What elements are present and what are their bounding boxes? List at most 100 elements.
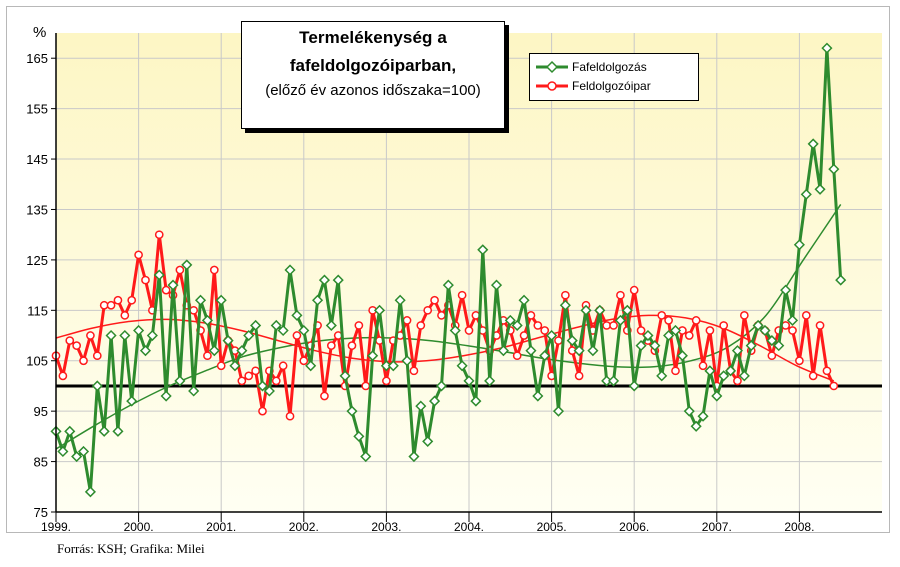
- data-point-fafeldolgozas: [628, 380, 640, 392]
- data-point-fafeldolgozas: [394, 294, 406, 306]
- data-point-fafeldolgozas: [449, 324, 461, 337]
- data-point-fafeldolgozas: [298, 324, 310, 337]
- data-point-fafeldolgozas: [57, 445, 69, 458]
- data-point-feldolgozoipar: [361, 381, 371, 391]
- data-point-fafeldolgozas: [312, 294, 324, 306]
- data-point-feldolgozoipar: [271, 376, 281, 386]
- data-point-fafeldolgozas: [139, 345, 152, 357]
- data-point-fafeldolgozas: [573, 345, 585, 357]
- data-point-fafeldolgozas: [229, 360, 241, 372]
- y-tick-label: 95: [34, 404, 48, 419]
- data-point-feldolgozoipar: [698, 361, 708, 371]
- data-point-fafeldolgozas: [780, 284, 792, 296]
- data-point-feldolgozoipar: [561, 290, 570, 300]
- data-point-feldolgozoipar: [684, 331, 694, 340]
- data-point-fafeldolgozas: [587, 345, 599, 357]
- x-tick-label: 2001.: [206, 520, 236, 532]
- legend-swatch-feldolgozoipar: [536, 81, 568, 91]
- data-point-fafeldolgozas: [669, 324, 682, 337]
- data-point-feldolgozoipar: [175, 265, 185, 275]
- data-point-fafeldolgozas: [511, 319, 523, 332]
- data-point-fafeldolgozas: [766, 335, 778, 347]
- data-point-fafeldolgozas: [91, 380, 103, 392]
- data-point-fafeldolgozas: [346, 405, 358, 417]
- data-point-feldolgozoipar: [92, 351, 102, 361]
- data-point-fafeldolgozas: [181, 259, 193, 271]
- data-point-feldolgozoipar: [691, 316, 701, 325]
- data-point-feldolgozoipar: [423, 305, 433, 315]
- data-point-feldolgozoipar: [430, 295, 439, 305]
- data-point-feldolgozoipar: [733, 376, 742, 386]
- y-tick-label: 165: [26, 51, 48, 66]
- data-point-fafeldolgozas: [133, 324, 145, 337]
- data-point-fafeldolgozas: [793, 239, 805, 251]
- data-point-fafeldolgozas: [201, 314, 213, 326]
- data-point-fafeldolgozas: [291, 309, 303, 321]
- data-point-fafeldolgozas: [752, 319, 764, 332]
- data-point-fafeldolgozas: [814, 183, 826, 195]
- y-tick-label: 145: [26, 152, 48, 167]
- data-point-fafeldolgozas: [188, 385, 200, 397]
- data-point-fafeldolgozas: [442, 279, 454, 291]
- x-tick-label: 2004.: [454, 520, 484, 532]
- data-point-fafeldolgozas: [160, 390, 172, 402]
- x-tick-label: 2005.: [537, 520, 567, 532]
- data-point-fafeldolgozas: [360, 450, 372, 463]
- x-tick-label: 2000.: [124, 520, 154, 532]
- data-point-feldolgozoipar: [285, 411, 295, 421]
- data-point-fafeldolgozas: [236, 345, 248, 357]
- data-point-fafeldolgozas: [552, 405, 565, 417]
- data-point-fafeldolgozas: [532, 390, 544, 402]
- data-point-fafeldolgozas: [504, 314, 516, 326]
- legend-label-feldolgozoipar: Feldolgozóipar: [572, 79, 651, 93]
- trend-line-fafeldolgozas: [55, 203, 842, 450]
- data-point-fafeldolgozas: [497, 345, 509, 357]
- data-point-feldolgozoipar: [382, 376, 391, 386]
- data-point-feldolgozoipar: [416, 321, 426, 330]
- data-point-feldolgozoipar: [616, 290, 625, 300]
- data-point-fafeldolgozas: [64, 425, 76, 437]
- data-point-fafeldolgozas: [325, 319, 337, 332]
- data-point-feldolgozoipar: [815, 321, 825, 330]
- data-point-fafeldolgozas: [711, 390, 723, 402]
- data-point-feldolgozoipar: [347, 341, 357, 350]
- data-point-fafeldolgozas: [559, 299, 571, 311]
- x-tick-label: 2002.: [289, 520, 319, 532]
- data-point-feldolgozoipar: [154, 230, 164, 240]
- data-point-fafeldolgozas: [105, 329, 117, 342]
- data-point-fafeldolgozas: [174, 375, 186, 387]
- data-point-feldolgozoipar: [106, 300, 116, 310]
- x-tick-label: 1999.: [41, 520, 71, 532]
- data-point-feldolgozoipar: [795, 356, 804, 366]
- data-point-feldolgozoipar: [278, 361, 288, 371]
- data-point-fafeldolgozas: [663, 329, 675, 342]
- data-point-fafeldolgozas: [332, 274, 344, 286]
- data-point-feldolgozoipar: [540, 326, 550, 335]
- data-point-fafeldolgozas: [807, 138, 819, 150]
- data-point-feldolgozoipar: [99, 300, 109, 310]
- data-point-fafeldolgozas: [725, 365, 737, 377]
- data-point-fafeldolgozas: [270, 319, 282, 332]
- data-point-feldolgozoipar: [609, 321, 618, 330]
- data-point-fafeldolgozas: [167, 279, 179, 291]
- data-point-fafeldolgozas: [456, 360, 468, 372]
- data-point-feldolgozoipar: [629, 285, 639, 295]
- chart-legend: Fafeldolgozás Feldolgozóipar: [529, 53, 699, 101]
- data-point-fafeldolgozas: [786, 314, 799, 326]
- data-point-fafeldolgozas: [353, 430, 365, 442]
- data-point-fafeldolgozas: [718, 370, 730, 382]
- data-point-fafeldolgozas: [738, 370, 750, 382]
- data-point-fafeldolgozas: [731, 345, 744, 357]
- data-point-feldolgozoipar: [354, 321, 364, 330]
- data-point-fafeldolgozas: [339, 370, 351, 382]
- data-point-fafeldolgozas: [98, 425, 110, 437]
- data-point-fafeldolgozas: [463, 375, 475, 387]
- data-point-feldolgozoipar: [251, 366, 260, 376]
- chart-title-line-1: Termelékenység a: [299, 28, 447, 47]
- y-tick-label: 105: [26, 354, 48, 369]
- data-point-feldolgozoipar: [574, 371, 584, 381]
- data-point-feldolgozoipar: [65, 336, 75, 345]
- y-tick-label: 125: [26, 253, 48, 268]
- data-point-fafeldolgozas: [263, 385, 275, 397]
